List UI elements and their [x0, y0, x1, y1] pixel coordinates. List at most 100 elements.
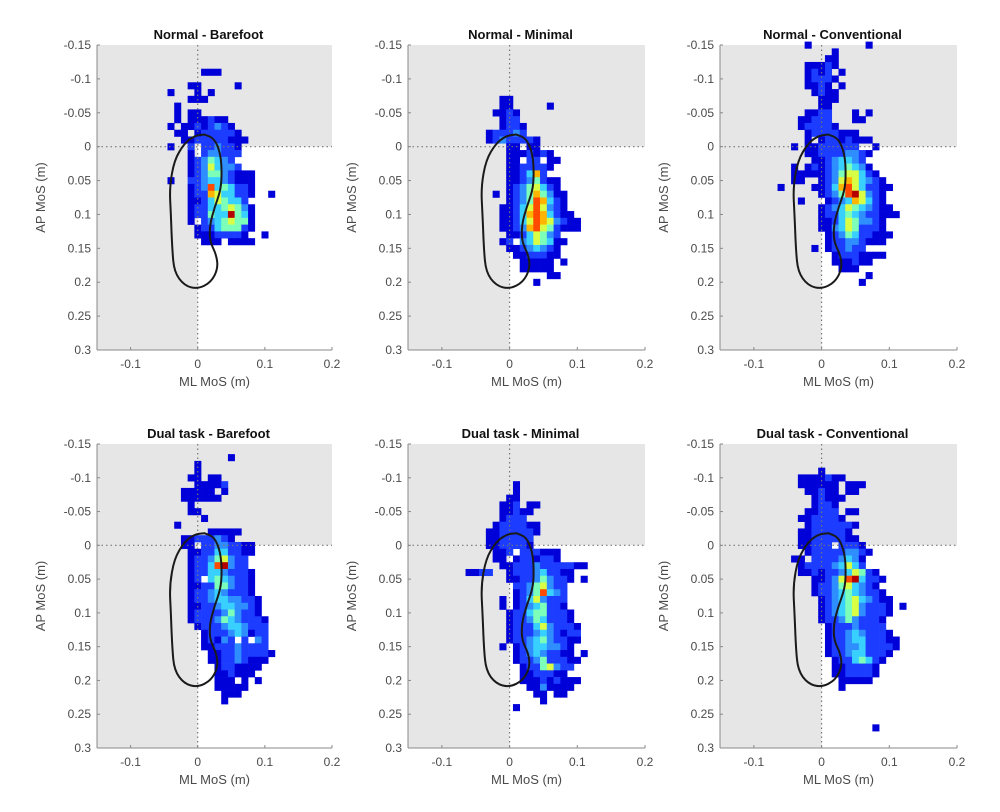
heatmap-cell — [818, 474, 826, 482]
heatmap-cell — [512, 487, 521, 495]
heatmap-cell — [234, 528, 242, 536]
heatmap-cell — [831, 602, 839, 610]
heatmap-cell — [526, 650, 534, 658]
heatmap-cell — [560, 690, 568, 698]
heatmap-cell — [187, 582, 195, 590]
heatmap-cell — [180, 129, 188, 137]
heatmap-cell — [241, 609, 249, 617]
heatmap-cell — [824, 89, 833, 97]
heatmap-cell — [227, 582, 235, 590]
heatmap-cell — [865, 204, 873, 212]
y-tick-label: 0.15 — [68, 241, 92, 255]
heatmap-cell — [865, 251, 873, 259]
heatmap-cell — [797, 474, 805, 482]
heatmap-cell — [227, 204, 235, 212]
heatmap-cell — [838, 190, 846, 198]
heatmap-cell — [546, 217, 554, 225]
heatmap-cell — [201, 555, 209, 563]
heatmap-cell — [818, 487, 826, 495]
x-tick-label: -0.1 — [432, 357, 453, 371]
y-tick-label: 0.25 — [379, 309, 403, 323]
heatmap-cell — [838, 474, 846, 482]
heatmap-cell — [254, 636, 262, 644]
heatmap-cell — [187, 122, 195, 131]
heatmap-cells — [174, 454, 276, 705]
footprint-outline — [480, 532, 535, 688]
heatmap-cell — [865, 272, 873, 280]
heatmap-cell — [492, 548, 500, 556]
heatmap-cell — [540, 690, 548, 698]
heatmap-cell — [546, 616, 554, 624]
heatmap-cell — [214, 481, 222, 489]
heatmap-cell — [248, 663, 256, 671]
heatmap-cell — [201, 568, 209, 577]
heatmap-cell — [560, 596, 568, 604]
heatmap-cell — [540, 190, 548, 198]
heatmap-cell — [533, 562, 541, 570]
heatmap-cell — [553, 211, 561, 219]
heatmap-cell — [831, 122, 839, 131]
heatmap-cell — [567, 650, 575, 658]
heatmap-cell — [241, 217, 249, 225]
heatmap-cell — [227, 238, 235, 246]
x-tick-label: 0.2 — [949, 755, 966, 769]
heatmap-cell — [845, 568, 853, 577]
y-tick-label: -0.05 — [375, 505, 403, 519]
heatmap-cell — [241, 670, 249, 678]
heatmap-cell — [187, 82, 195, 90]
heatmap-cell — [797, 514, 805, 522]
heatmap-cell — [512, 602, 521, 610]
heatmap-cell — [533, 197, 541, 205]
heatmap-cell — [526, 231, 534, 239]
heatmap-cell — [227, 143, 235, 151]
heatmap-cell — [207, 122, 215, 131]
heatmap-cell — [811, 474, 819, 482]
heatmap-cell — [845, 156, 853, 164]
heatmap-cell — [201, 224, 209, 232]
heatmap-cell — [804, 41, 812, 49]
heatmap-cell — [824, 109, 833, 117]
heatmap-cell — [241, 582, 249, 590]
heatmap-cell — [512, 528, 521, 536]
heatmap-cell — [207, 183, 215, 192]
heatmap-cell — [838, 494, 846, 502]
heatmap-cell — [214, 629, 222, 637]
heatmap-cell — [852, 265, 860, 273]
y-tick-label: -0.1 — [381, 72, 402, 86]
heatmap-cell — [560, 217, 568, 225]
y-tick-label: 0 — [395, 140, 402, 154]
heatmap-cell — [824, 136, 833, 144]
heatmap-cell — [858, 602, 866, 610]
heatmap-cell — [512, 589, 521, 597]
heatmap-cell — [241, 555, 249, 563]
heatmap-cell — [546, 251, 554, 259]
heatmap-cell — [560, 204, 568, 212]
heatmap-cell — [519, 555, 527, 563]
heatmap-cell — [234, 136, 242, 144]
y-tick-label: 0.25 — [379, 707, 403, 721]
heatmap-cell — [804, 568, 812, 577]
heatmap-cell — [512, 190, 521, 198]
heatmap-cell — [852, 562, 860, 570]
heatmap-cell — [865, 217, 873, 225]
heatmap-cell — [845, 596, 853, 604]
heatmap-cell — [858, 568, 866, 577]
heatmap-cell — [831, 258, 839, 266]
heatmap-cell — [526, 170, 534, 178]
heatmap-cell — [234, 616, 242, 624]
heatmap-cell — [221, 224, 229, 232]
heatmap-cell — [248, 643, 256, 651]
heatmap-cell — [811, 508, 819, 516]
heatmap-cell — [540, 616, 548, 624]
heatmap-cell — [207, 116, 215, 124]
heatmap-cell — [506, 636, 514, 644]
heatmap-cell — [858, 656, 866, 664]
heatmap-cell — [865, 197, 873, 205]
heatmap-cell — [248, 582, 256, 590]
heatmap-cell — [519, 643, 527, 651]
heatmap-cell — [567, 663, 575, 671]
heatmap-cell — [201, 562, 209, 570]
heatmap-cell — [838, 204, 846, 212]
heatmap-cell — [831, 501, 839, 509]
heatmap-cell — [872, 251, 880, 259]
